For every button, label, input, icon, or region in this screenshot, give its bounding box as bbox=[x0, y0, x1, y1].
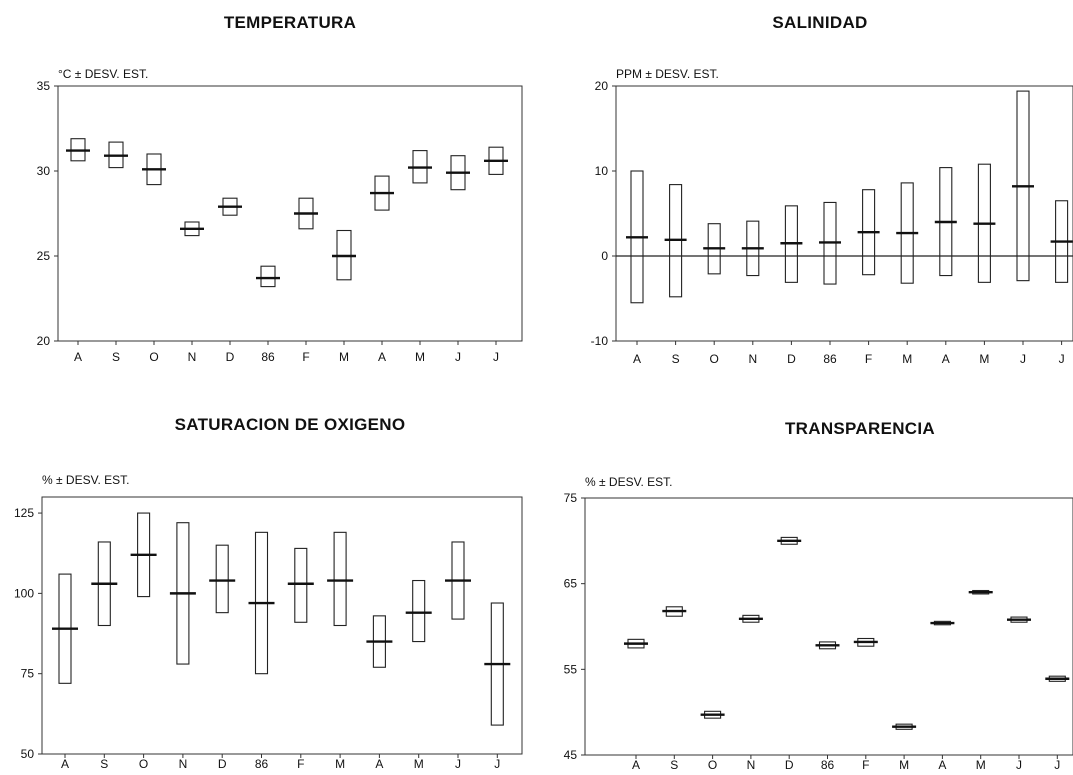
x-tick-label: N bbox=[748, 352, 757, 366]
x-tick-label: O bbox=[708, 758, 717, 772]
x-tick-label: F bbox=[302, 350, 309, 364]
x-tick-label: A bbox=[375, 757, 383, 771]
x-tick-label: N bbox=[179, 757, 188, 771]
y-tick-label: 25 bbox=[37, 249, 51, 263]
y-axis-label: % ± DESV. EST. bbox=[585, 475, 673, 489]
x-tick-label: D bbox=[787, 352, 796, 366]
y-tick-label: 35 bbox=[37, 79, 51, 93]
chart-title: TRANSPARENCIA bbox=[785, 419, 935, 438]
x-tick-label: O bbox=[149, 350, 158, 364]
x-tick-label: A bbox=[938, 758, 946, 772]
x-tick-label: M bbox=[979, 352, 989, 366]
x-tick-label: S bbox=[112, 350, 120, 364]
x-tick-label: J bbox=[494, 757, 500, 771]
x-tick-label: J bbox=[455, 350, 461, 364]
y-tick-label: 45 bbox=[564, 748, 578, 762]
x-tick-label: F bbox=[297, 757, 304, 771]
x-tick-label: F bbox=[862, 758, 869, 772]
x-tick-label: 86 bbox=[261, 350, 275, 364]
x-tick-label: A bbox=[74, 350, 82, 364]
x-tick-label: M bbox=[415, 350, 425, 364]
x-tick-label: F bbox=[865, 352, 872, 366]
y-tick-label: 75 bbox=[21, 667, 35, 681]
x-tick-label: D bbox=[218, 757, 227, 771]
chart-title: SALINIDAD bbox=[772, 13, 868, 32]
y-axis-label: PPM ± DESV. EST. bbox=[616, 67, 719, 81]
x-tick-label: M bbox=[976, 758, 986, 772]
x-tick-label: J bbox=[493, 350, 499, 364]
chart-svg: 20 25 30 35 A S O N D 86 F M A M J J bbox=[37, 79, 523, 364]
chart-saturacion-oxigeno: SATURACION DE OXIGENO % ± DESV. EST. 50 7… bbox=[0, 385, 540, 775]
y-tick-label: 75 bbox=[564, 491, 578, 505]
x-tick-label: D bbox=[785, 758, 794, 772]
y-tick-label: 30 bbox=[37, 164, 51, 178]
x-tick-label: S bbox=[100, 757, 108, 771]
x-tick-label: A bbox=[632, 758, 640, 772]
x-tick-label: S bbox=[670, 758, 678, 772]
x-tick-label: J bbox=[1020, 352, 1026, 366]
plot-frame bbox=[584, 497, 1073, 756]
x-tick-label: A bbox=[942, 352, 950, 366]
x-tick-label: M bbox=[414, 757, 424, 771]
y-tick-label: 100 bbox=[14, 586, 34, 600]
chart-temperatura: TEMPERATURA °C ± DESV. EST. 20 25 30 35 A S O N… bbox=[0, 0, 540, 385]
x-tick-label: O bbox=[710, 352, 719, 366]
y-tick-label: -10 bbox=[591, 334, 609, 348]
y-tick-label: 20 bbox=[37, 334, 51, 348]
x-tick-label: O bbox=[139, 757, 148, 771]
x-tick-label: J bbox=[1016, 758, 1022, 772]
y-axis-label: % ± DESV. EST. bbox=[42, 473, 130, 487]
x-tick-label: A bbox=[378, 350, 386, 364]
sd-box bbox=[260, 265, 276, 288]
chart-title: SATURACION DE OXIGENO bbox=[174, 415, 406, 434]
x-tick-label: J bbox=[455, 757, 461, 771]
x-tick-label: M bbox=[899, 758, 909, 772]
x-tick-label: S bbox=[672, 352, 680, 366]
y-tick-label: 10 bbox=[595, 164, 609, 178]
x-tick-label: M bbox=[339, 350, 349, 364]
y-tick-label: 20 bbox=[595, 79, 609, 93]
x-tick-label: A bbox=[61, 757, 69, 771]
x-tick-label: 86 bbox=[823, 352, 837, 366]
x-tick-label: M bbox=[335, 757, 345, 771]
x-tick-label: J bbox=[1059, 352, 1065, 366]
x-tick-label: M bbox=[902, 352, 912, 366]
sd-box bbox=[333, 531, 347, 627]
sd-box bbox=[215, 544, 229, 614]
x-tick-label: D bbox=[226, 350, 235, 364]
chart-svg: 45 55 65 75 A S O N D 86 F M A M J J bbox=[564, 491, 1073, 772]
x-tick-label: A bbox=[633, 352, 641, 366]
chart-title: TEMPERATURA bbox=[223, 13, 357, 32]
y-axis-label: °C ± DESV. EST. bbox=[58, 67, 149, 81]
plot-frame bbox=[615, 85, 1073, 342]
sd-box bbox=[294, 547, 308, 623]
plot-frame bbox=[57, 85, 523, 342]
y-tick-label: 55 bbox=[564, 662, 578, 676]
x-tick-label: N bbox=[747, 758, 756, 772]
chart-svg: -10 0 10 20 A S O N D 86 F M A M J J bbox=[591, 79, 1073, 366]
y-tick-label: 0 bbox=[601, 249, 608, 263]
chart-svg: 50 75 100 125 A S O N D 86 F M A M J J bbox=[14, 496, 523, 771]
y-tick-label: 125 bbox=[14, 506, 34, 520]
x-tick-label: 86 bbox=[255, 757, 269, 771]
x-tick-label: 86 bbox=[821, 758, 835, 772]
y-tick-label: 65 bbox=[564, 577, 578, 591]
chart-salinidad: SALINIDAD PPM ± DESV. EST. -10 0 10 20 A S O N D… bbox=[540, 0, 1073, 385]
sd-box bbox=[412, 579, 426, 643]
y-tick-label: 50 bbox=[21, 747, 35, 761]
x-tick-label: J bbox=[1054, 758, 1060, 772]
x-tick-label: N bbox=[188, 350, 197, 364]
plot-frame bbox=[41, 496, 523, 755]
chart-transparencia: TRANSPARENCIA % ± DESV. EST. 45 55 65 75 A S O… bbox=[540, 385, 1073, 775]
